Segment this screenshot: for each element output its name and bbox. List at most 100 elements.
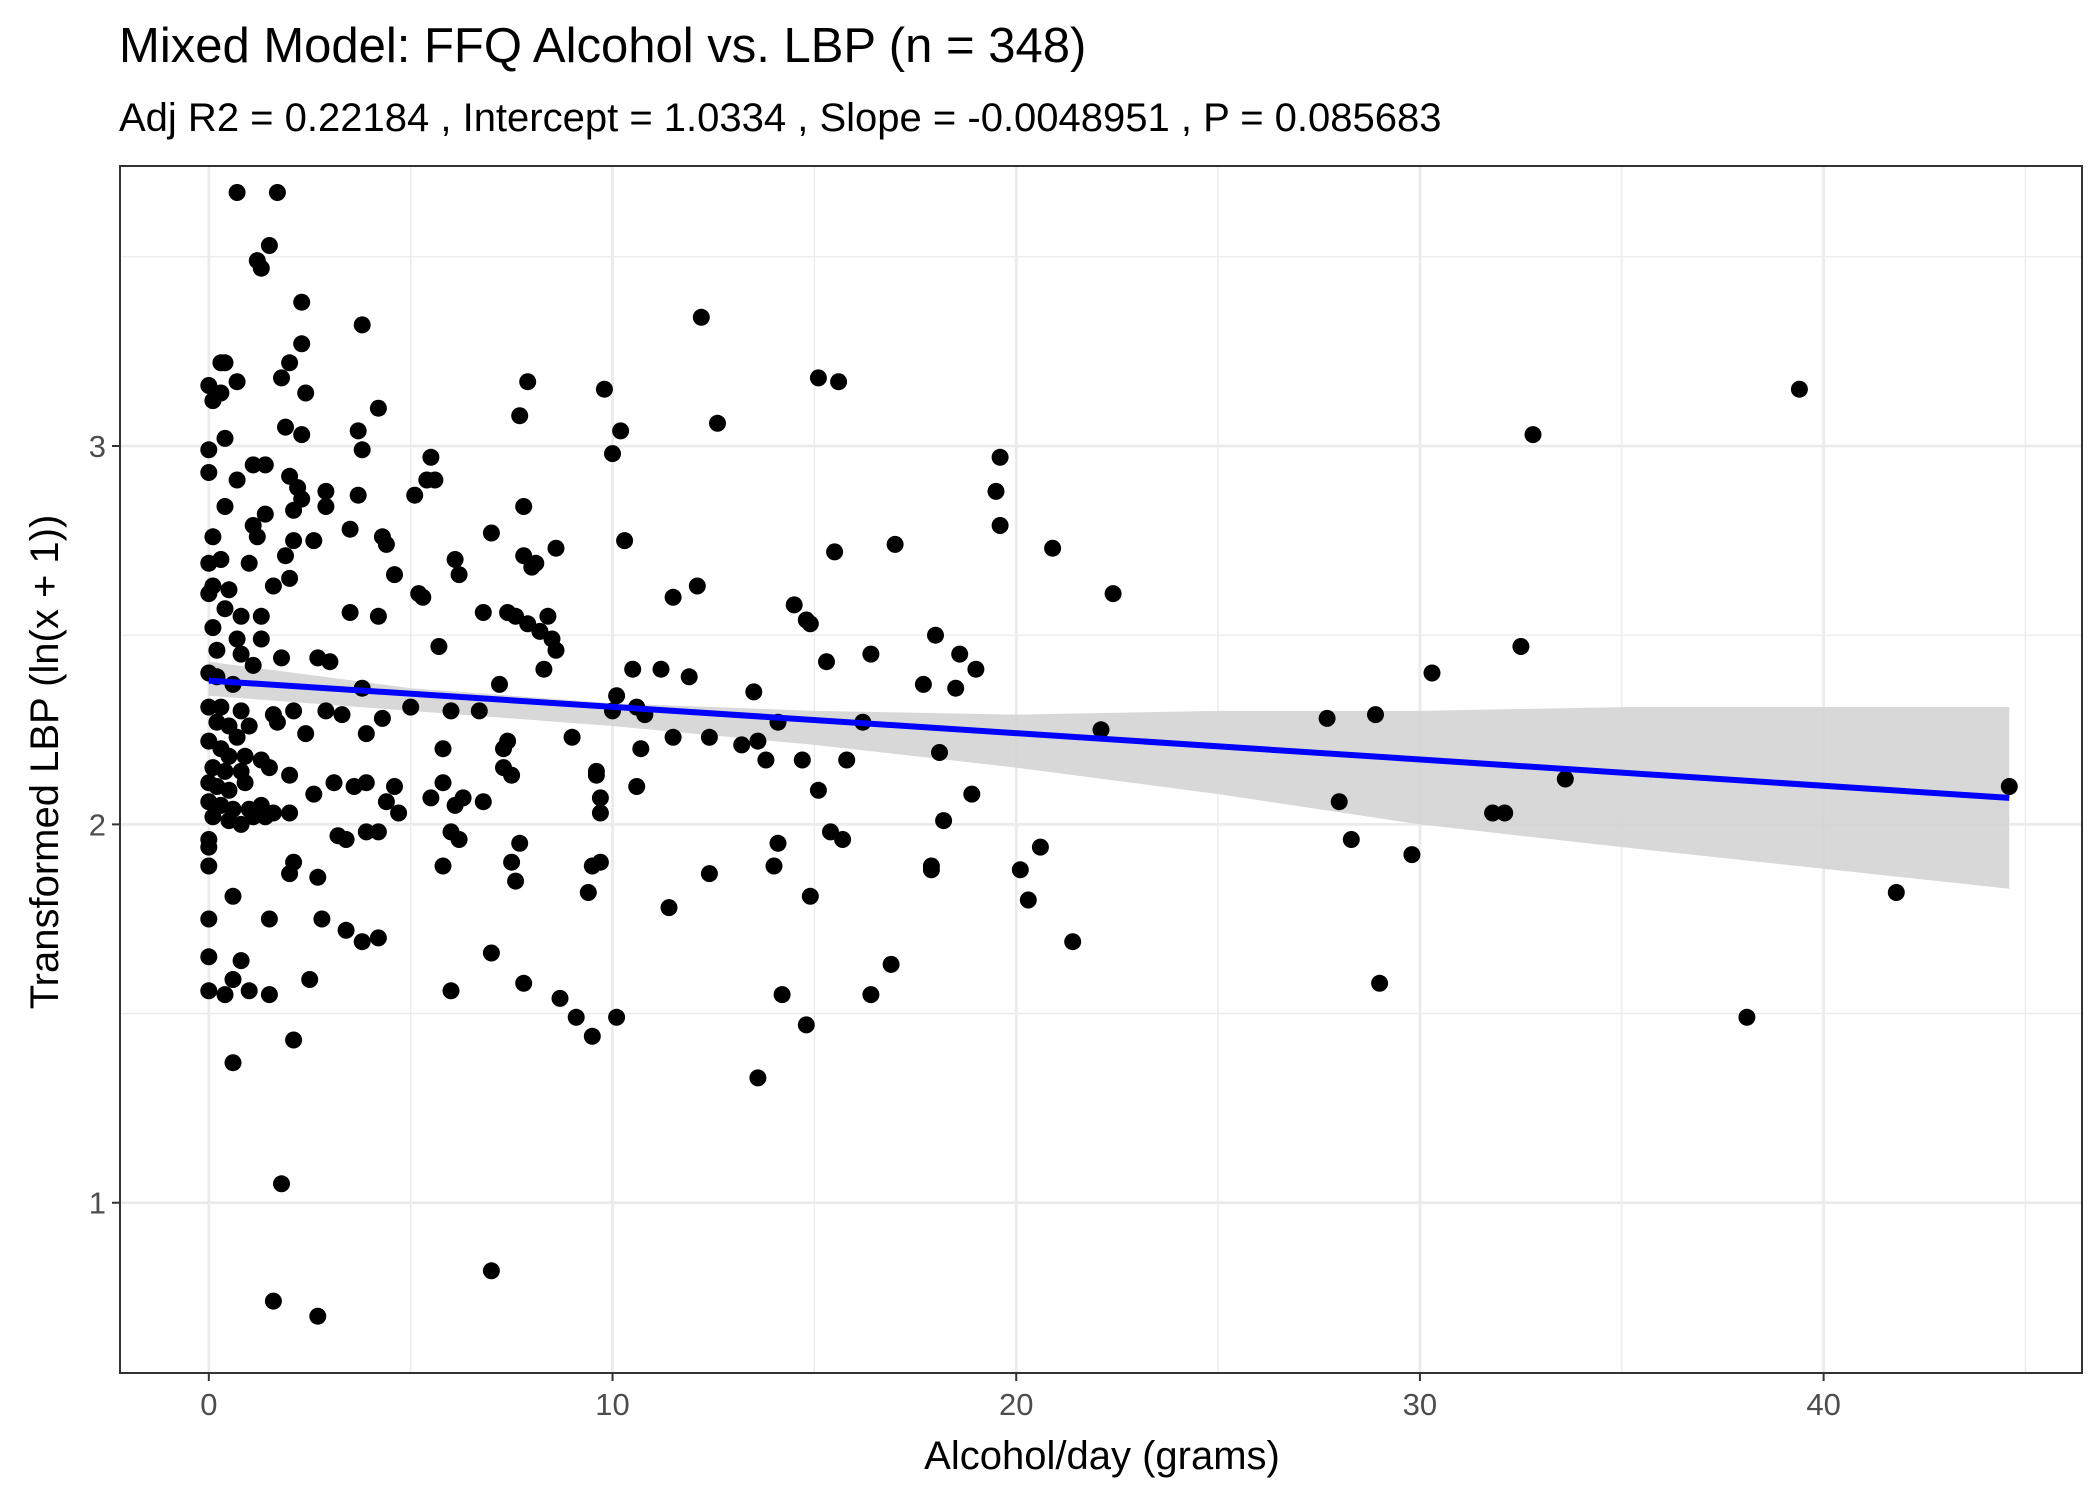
data-point bbox=[595, 380, 613, 398]
data-point bbox=[285, 501, 303, 519]
x-axis-title: Alcohol/day (grams) bbox=[924, 1434, 1280, 1478]
data-point bbox=[281, 354, 299, 372]
data-point bbox=[1064, 933, 1082, 951]
data-point bbox=[1367, 706, 1384, 724]
data-point bbox=[353, 441, 371, 459]
data-point bbox=[200, 585, 218, 603]
data-point bbox=[281, 569, 299, 587]
data-point bbox=[204, 808, 222, 826]
data-point bbox=[519, 373, 537, 391]
data-point bbox=[317, 702, 335, 720]
data-point bbox=[373, 709, 391, 727]
data-point bbox=[785, 596, 803, 614]
data-point bbox=[357, 725, 375, 743]
data-point bbox=[692, 308, 710, 326]
data-point bbox=[244, 656, 262, 674]
data-point bbox=[204, 392, 222, 410]
data-point bbox=[927, 626, 944, 644]
data-point bbox=[293, 426, 311, 444]
data-point bbox=[1790, 380, 1808, 398]
data-point bbox=[273, 369, 290, 387]
data-point bbox=[1019, 891, 1037, 909]
data-point bbox=[862, 986, 880, 1004]
data-point bbox=[757, 751, 775, 769]
data-point bbox=[248, 528, 266, 546]
data-point bbox=[515, 974, 533, 992]
chart-title: Mixed Model: FFQ Alcohol vs. LBP (n = 34… bbox=[119, 19, 1086, 73]
data-point bbox=[1496, 804, 1514, 822]
data-point bbox=[539, 607, 557, 625]
data-point bbox=[935, 812, 953, 830]
data-point bbox=[333, 706, 351, 724]
data-point bbox=[442, 702, 460, 720]
data-point bbox=[1044, 539, 1062, 557]
data-point bbox=[256, 456, 274, 474]
data-point bbox=[1556, 770, 1574, 788]
data-point bbox=[579, 884, 597, 901]
data-point bbox=[252, 630, 270, 648]
data-point bbox=[293, 335, 311, 353]
data-point bbox=[809, 781, 827, 799]
data-point bbox=[285, 1031, 303, 1049]
data-point bbox=[688, 577, 706, 595]
data-point bbox=[200, 464, 218, 481]
data-point bbox=[200, 732, 218, 750]
data-point bbox=[834, 831, 852, 848]
data-point bbox=[309, 1307, 327, 1325]
data-point bbox=[1887, 884, 1905, 901]
data-point bbox=[252, 607, 270, 625]
data-point bbox=[321, 653, 339, 671]
data-point bbox=[224, 887, 242, 905]
data-point bbox=[264, 1292, 282, 1310]
data-point bbox=[208, 641, 226, 659]
data-point bbox=[325, 774, 343, 792]
data-point bbox=[260, 910, 278, 928]
data-point bbox=[386, 778, 403, 795]
data-points bbox=[200, 184, 2018, 1325]
data-point bbox=[353, 933, 371, 951]
data-point bbox=[616, 532, 634, 550]
data-point bbox=[664, 728, 682, 746]
data-point bbox=[297, 725, 315, 743]
data-point bbox=[882, 955, 900, 973]
data-point bbox=[987, 482, 1005, 500]
data-point bbox=[317, 498, 335, 515]
data-point bbox=[390, 804, 408, 822]
y-tick-label: 1 bbox=[89, 1186, 106, 1221]
data-point bbox=[349, 422, 367, 440]
data-point bbox=[244, 808, 262, 826]
data-point bbox=[797, 1016, 815, 1034]
data-point bbox=[1371, 974, 1389, 992]
data-point bbox=[660, 899, 678, 917]
data-point bbox=[482, 1262, 500, 1280]
data-point bbox=[216, 600, 234, 618]
data-point bbox=[773, 986, 791, 1004]
data-point bbox=[216, 762, 234, 780]
data-point bbox=[591, 804, 609, 822]
data-point bbox=[1423, 664, 1441, 682]
data-point bbox=[664, 588, 682, 606]
data-point bbox=[256, 808, 274, 826]
data-point bbox=[430, 638, 448, 655]
data-point bbox=[232, 702, 250, 720]
x-tick-label: 0 bbox=[200, 1387, 217, 1422]
data-point bbox=[2000, 778, 2018, 795]
data-point bbox=[652, 660, 670, 678]
panel-border bbox=[119, 165, 2083, 1374]
data-point bbox=[317, 482, 335, 500]
data-point bbox=[583, 1027, 601, 1045]
data-point bbox=[256, 505, 274, 523]
data-point bbox=[369, 399, 387, 417]
data-point bbox=[337, 921, 355, 939]
data-point bbox=[1403, 846, 1421, 864]
y-axis-ticks: 1 2 3 bbox=[89, 429, 120, 1221]
data-point bbox=[297, 384, 315, 402]
data-point bbox=[563, 728, 581, 746]
data-point bbox=[1031, 838, 1049, 856]
data-point bbox=[499, 732, 517, 750]
data-point bbox=[204, 619, 222, 637]
data-point bbox=[216, 354, 234, 372]
data-point bbox=[386, 566, 403, 584]
data-point bbox=[426, 471, 444, 489]
data-point bbox=[369, 929, 387, 947]
